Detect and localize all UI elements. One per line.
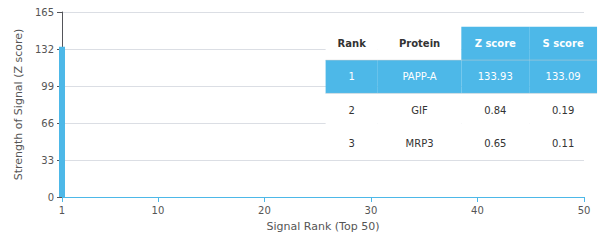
svg-text:2: 2	[349, 105, 355, 116]
svg-text:165: 165	[35, 7, 54, 18]
svg-text:33: 33	[41, 155, 54, 166]
svg-text:66: 66	[41, 118, 54, 129]
svg-text:0.65: 0.65	[484, 138, 506, 149]
svg-text:0: 0	[48, 192, 54, 203]
svg-text:40: 40	[471, 205, 484, 216]
svg-text:Rank: Rank	[338, 38, 367, 49]
svg-text:20: 20	[258, 205, 271, 216]
svg-text:Strength of Signal (Z score): Strength of Signal (Z score)	[12, 29, 25, 181]
svg-text:Signal Rank (Top 50): Signal Rank (Top 50)	[267, 220, 380, 233]
svg-text:MRP3: MRP3	[406, 138, 434, 149]
svg-text:133.93: 133.93	[478, 71, 513, 82]
svg-text:132: 132	[35, 44, 54, 55]
svg-text:133.09: 133.09	[546, 71, 581, 82]
svg-text:0.84: 0.84	[484, 105, 506, 116]
svg-text:S score: S score	[543, 38, 584, 49]
svg-text:PAPP-A: PAPP-A	[402, 71, 436, 82]
svg-text:0.19: 0.19	[552, 105, 574, 116]
svg-text:Protein: Protein	[399, 38, 440, 49]
svg-text:30: 30	[365, 205, 378, 216]
svg-text:Z score: Z score	[475, 38, 516, 49]
svg-text:1: 1	[59, 205, 65, 216]
svg-text:3: 3	[349, 138, 355, 149]
svg-text:99: 99	[41, 81, 54, 92]
svg-text:0.11: 0.11	[552, 138, 574, 149]
svg-text:10: 10	[152, 205, 165, 216]
svg-text:1: 1	[349, 71, 355, 82]
svg-text:GIF: GIF	[411, 105, 428, 116]
svg-text:50: 50	[578, 205, 591, 216]
